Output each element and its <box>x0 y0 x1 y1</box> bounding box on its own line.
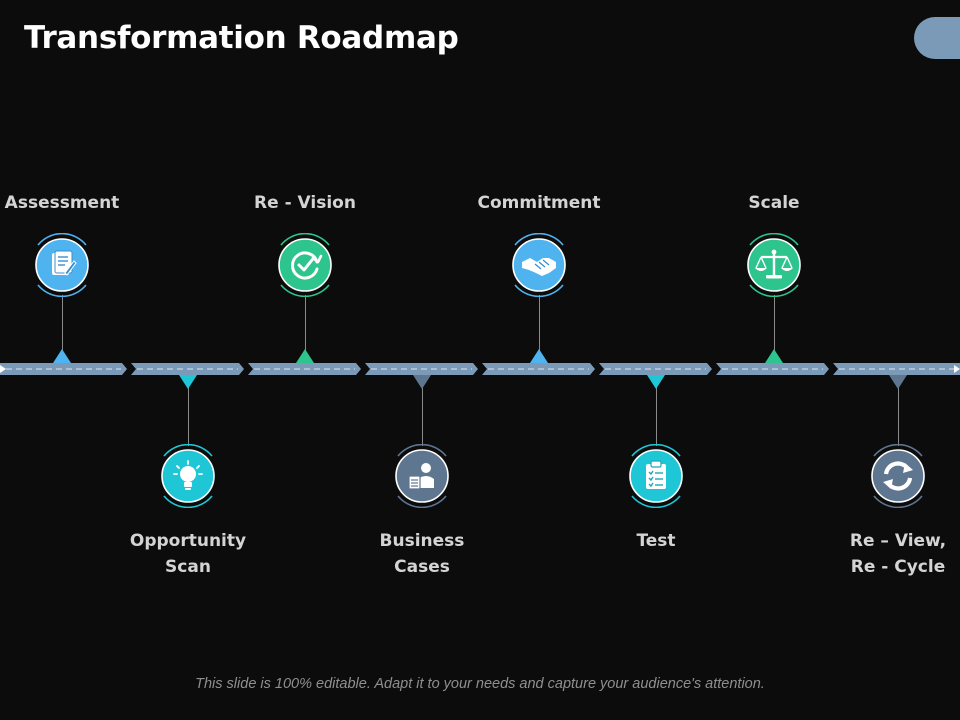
milestone-marker-triangle <box>179 375 197 389</box>
timeline-segment <box>833 363 960 375</box>
timeline-bar <box>0 363 960 375</box>
milestone-label-line1: Scale <box>748 193 800 213</box>
milestone-label-line1: Assessment <box>4 193 120 213</box>
timeline-segment <box>0 363 127 375</box>
milestone-badge <box>742 233 806 297</box>
milestone-label: Commitment <box>464 190 614 216</box>
milestone-marker-triangle <box>53 349 71 363</box>
milestone-label-line2: Cases <box>394 557 450 577</box>
milestone-label: Assessment <box>0 190 137 216</box>
milestone-badge <box>866 444 930 508</box>
milestone-label-line1: Re – View, <box>849 531 947 551</box>
timeline-start-arrow <box>0 365 6 373</box>
milestone-marker-triangle <box>296 349 314 363</box>
document-pen-icon <box>52 250 77 276</box>
milestone-label: Test <box>581 528 731 554</box>
footer-note: This slide is 100% editable. Adapt it to… <box>195 676 765 692</box>
milestone-marker-triangle <box>530 349 548 363</box>
milestone-badge <box>624 444 688 508</box>
milestone-badge <box>390 444 454 508</box>
milestone-label: Business Cases <box>347 528 497 580</box>
milestone-badge <box>30 233 94 297</box>
milestone-label-line1: Test <box>636 531 676 551</box>
milestone-label: Re - Vision <box>230 190 380 216</box>
milestone-label: Opportunity Scan <box>113 528 263 580</box>
milestone-connector <box>774 295 775 359</box>
milestone-label-line2: Scan <box>165 557 211 577</box>
milestone-label-line1: Commitment <box>477 193 601 213</box>
refresh-check-icon <box>291 251 323 280</box>
milestone-label-line1: Business <box>379 531 465 551</box>
lightbulb-icon <box>173 460 203 490</box>
balance-scale-icon <box>755 249 793 279</box>
handshake-icon <box>522 258 556 276</box>
cycle-arrows-icon <box>883 461 913 491</box>
milestone-marker-triangle <box>765 349 783 363</box>
milestone-marker-triangle <box>889 375 907 389</box>
milestone-connector <box>305 295 306 359</box>
milestone-connector <box>62 295 63 359</box>
milestone-connector <box>422 381 423 446</box>
corner-pill-decoration <box>914 17 960 59</box>
presenter-document-icon <box>408 463 434 490</box>
milestone-label: Scale <box>699 190 849 216</box>
milestone-connector <box>539 295 540 359</box>
slide-title: Transformation Roadmap <box>24 20 459 56</box>
milestone-badge <box>507 233 571 297</box>
milestone-label-line2: Re - Cycle <box>850 557 946 577</box>
milestone-label-line1: Re - Vision <box>254 193 356 213</box>
milestone-label-line1: Opportunity <box>129 531 247 551</box>
clipboard-checklist-icon <box>646 460 666 489</box>
milestone-connector <box>656 381 657 446</box>
timeline-end-arrow <box>954 365 960 373</box>
milestone-connector <box>898 381 899 446</box>
milestone-marker-triangle <box>647 375 665 389</box>
milestone-label: Re – View, Re - Cycle <box>823 528 960 580</box>
milestone-badge <box>156 444 220 508</box>
milestone-marker-triangle <box>413 375 431 389</box>
milestone-badge <box>273 233 337 297</box>
milestone-connector <box>188 381 189 446</box>
